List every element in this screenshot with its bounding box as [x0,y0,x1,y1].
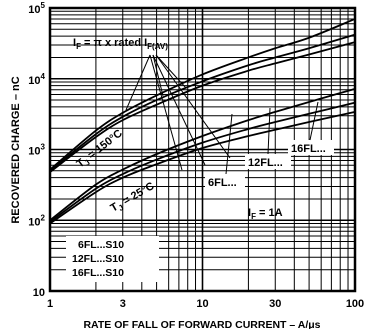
legend-box [66,236,159,282]
x-axis-title: RATE OF FALL OF FORWARD CURRENT – A/μs [83,319,320,329]
leader-line [149,54,183,171]
y-tick-label: 102 [28,213,45,228]
series-line-4 [49,101,356,223]
x-tick-label: 100 [346,298,364,310]
leader-line [155,54,231,159]
leader-line [152,54,206,166]
y-tick-label: 104 [28,72,45,87]
y-tick-label: 10 [33,287,45,299]
series-line-1 [49,33,356,172]
label-box-12fl [245,154,291,169]
leader-line [267,107,271,155]
annotation-if-rated: IF = π x rated IF(AV) [73,37,168,51]
label-16fl: 16FL... [291,143,326,155]
series-line-3 [49,111,356,225]
series-line-0 [49,41,356,173]
y-tick-label: 103 [28,143,45,158]
series-line-2 [49,18,356,171]
series-line-5 [49,87,356,221]
y-axis-title: RECOVERED CHARGE – nC [10,76,22,223]
leader-lines [125,54,319,175]
x-tick-label: 30 [269,298,281,310]
plot-frame [48,6,357,293]
label-12fl: 12FL... [248,157,283,169]
leader-line [152,54,164,97]
legend-line-16fl: 16FL...S10 [72,267,124,279]
annotation-if-1a: IF = 1A [248,207,283,221]
label-6fl: 6FL... [208,177,237,189]
tick-labels: 1 3 10 30 100 10 102 103 104 105 [28,1,364,310]
label-box-6fl [205,174,245,189]
y-tick-label: 105 [28,1,45,16]
x-tick-label: 3 [120,298,126,310]
legend-line-6fl: 6FL...S10 [78,239,124,251]
x-tick-label: 10 [196,298,208,310]
x-tick-label: 1 [47,298,53,310]
series-layer [49,18,356,225]
label-box-16fl [288,140,334,155]
leader-line [155,54,187,89]
leader-line [125,54,151,111]
leader-line [225,113,233,175]
legend-line-12fl: 12FL...S10 [72,253,124,265]
leader-line [309,101,319,141]
